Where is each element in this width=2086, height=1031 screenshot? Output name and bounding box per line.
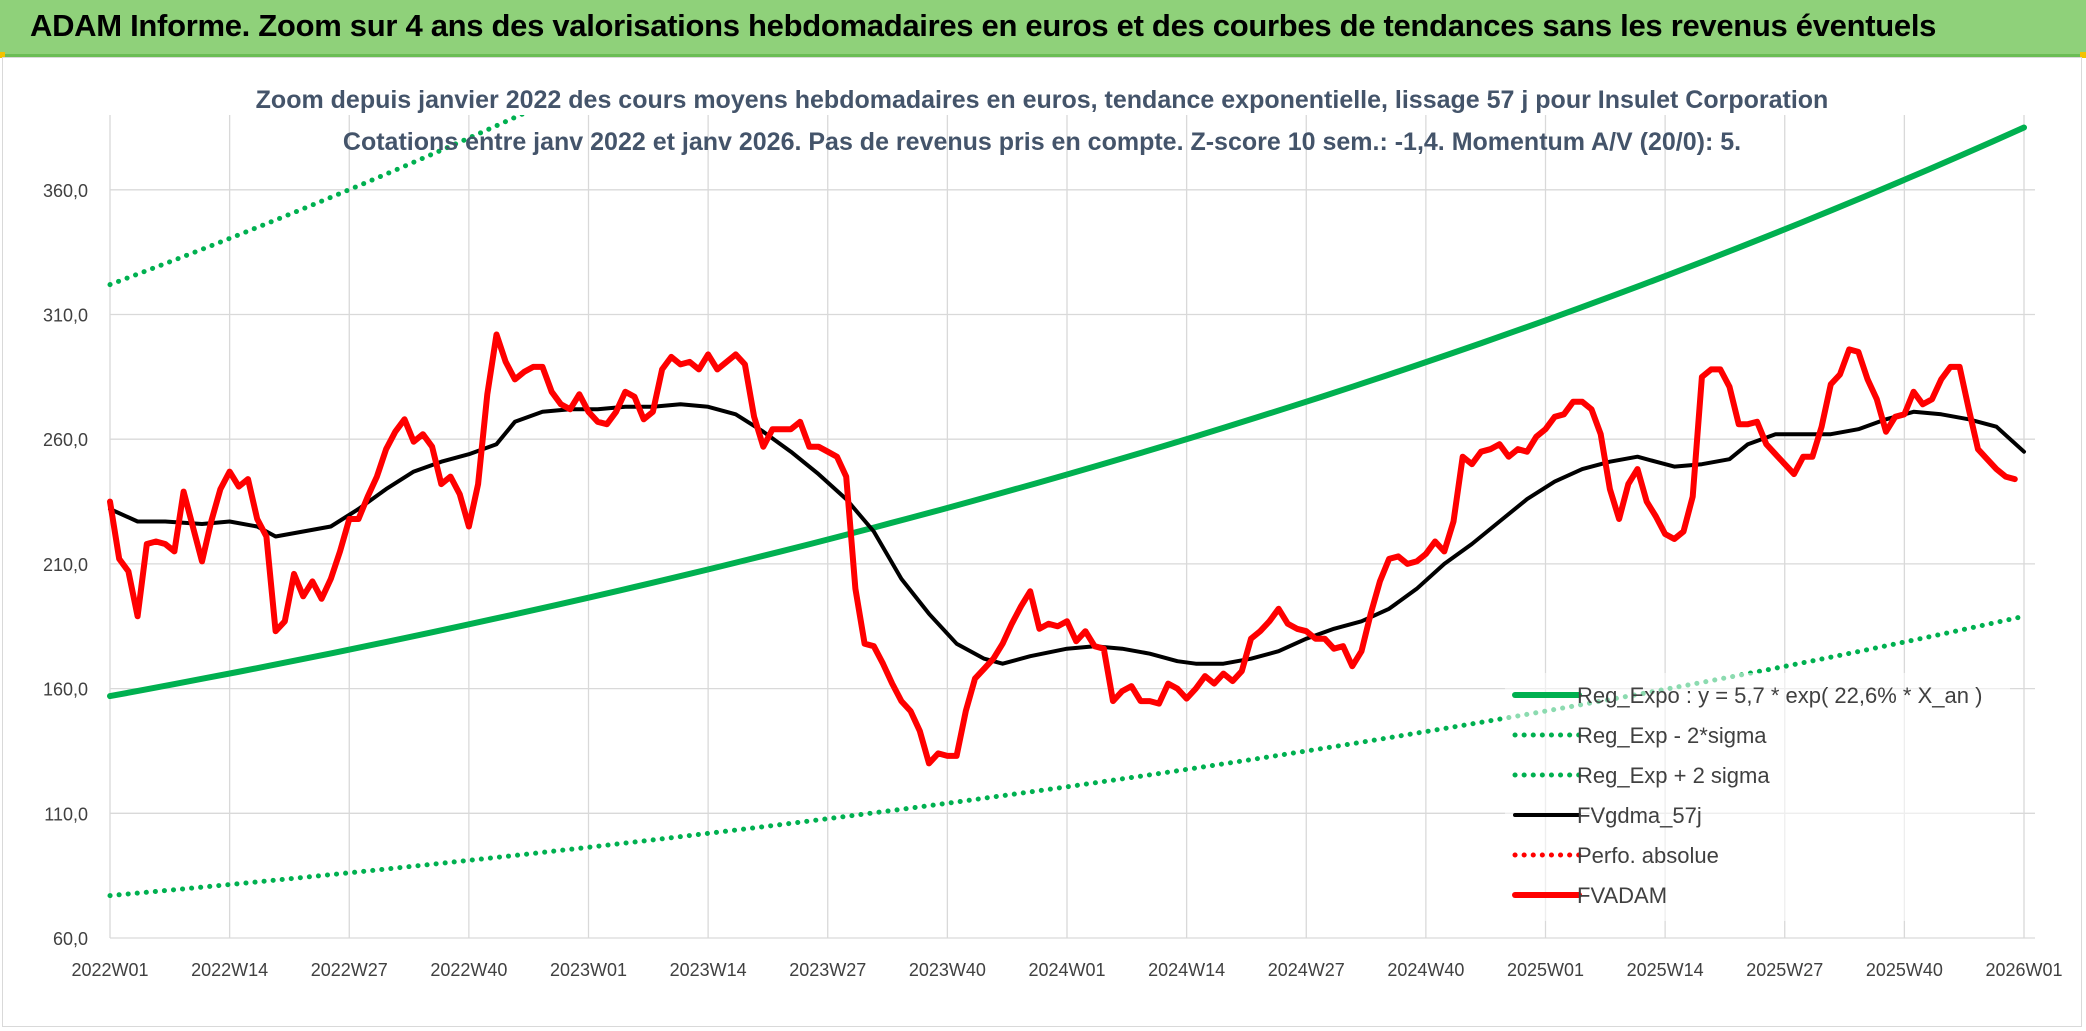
banner-corner-left: [0, 52, 5, 58]
x-tick-label: 2023W01: [550, 960, 627, 980]
x-tick-label: 2024W14: [1148, 960, 1225, 980]
x-tick-label: 2025W14: [1627, 960, 1704, 980]
series-line-5: [107, 331, 2018, 767]
y-tick-label: 310,0: [43, 306, 88, 326]
y-tick-label: 360,0: [43, 181, 88, 201]
x-tick-label: 2022W14: [191, 960, 268, 980]
x-tick-label: 2025W27: [1746, 960, 1823, 980]
x-tick-label: 2023W14: [670, 960, 747, 980]
page-title: ADAM Informe. Zoom sur 4 ans des valoris…: [30, 8, 1937, 43]
legend-label: Perfo. absolue: [1577, 843, 1719, 868]
x-tick-label: 2025W40: [1866, 960, 1943, 980]
legend-label: Reg_Exp + 2 sigma: [1577, 763, 1770, 788]
series-line-0: [107, 124, 2027, 700]
chart-title-line2: Cotations entre janv 2022 et janv 2026. …: [343, 128, 1741, 156]
legend-label: FVgdma_57j: [1577, 803, 1702, 828]
y-tick-label: 160,0: [43, 680, 88, 700]
series-layer: [107, 115, 2027, 899]
legend-label: Reg_Exp - 2*sigma: [1577, 723, 1767, 748]
y-tick-label: 260,0: [43, 430, 88, 450]
x-tick-label: 2022W27: [311, 960, 388, 980]
x-tick-label: 2024W27: [1268, 960, 1345, 980]
y-axis: 60,0 110,0 160,0 210,0 260,0 310,0 360,0: [43, 181, 88, 949]
legend-label: Reg_Expo : y = 5,7 * exp( 22,6% * X_an ): [1577, 683, 1982, 708]
x-tick-label: 2023W40: [909, 960, 986, 980]
y-tick-label: 210,0: [43, 555, 88, 575]
x-tick-label: 2022W40: [430, 960, 507, 980]
banner-corner-right: [2080, 52, 2086, 58]
legend-label: FVADAM: [1577, 883, 1667, 908]
y-tick-label: 110,0: [44, 804, 88, 824]
x-tick-label: 2023W27: [789, 960, 866, 980]
y-tick-label: 60,0: [53, 929, 88, 949]
x-tick-label: 2025W01: [1507, 960, 1584, 980]
x-axis: 2022W01 2022W14 2022W27 2022W40 2023W01 2023W…: [71, 960, 2062, 980]
legend-background: [1505, 673, 2010, 921]
legend: Reg_Expo : y = 5,7 * exp( 22,6% * X_an )…: [1505, 673, 2010, 921]
chart-frame: [2, 57, 2082, 1027]
x-tick-label: 2022W01: [71, 960, 148, 980]
chart-title-line1: Zoom depuis janvier 2022 des cours moyen…: [256, 86, 1829, 114]
header-banner: ADAM Informe. Zoom sur 4 ans des valoris…: [0, 0, 2086, 57]
x-tick-label: 2024W01: [1028, 960, 1105, 980]
x-tick-label: 2026W01: [1985, 960, 2062, 980]
x-tick-label: 2024W40: [1387, 960, 1464, 980]
series-line-2: [107, 115, 527, 288]
